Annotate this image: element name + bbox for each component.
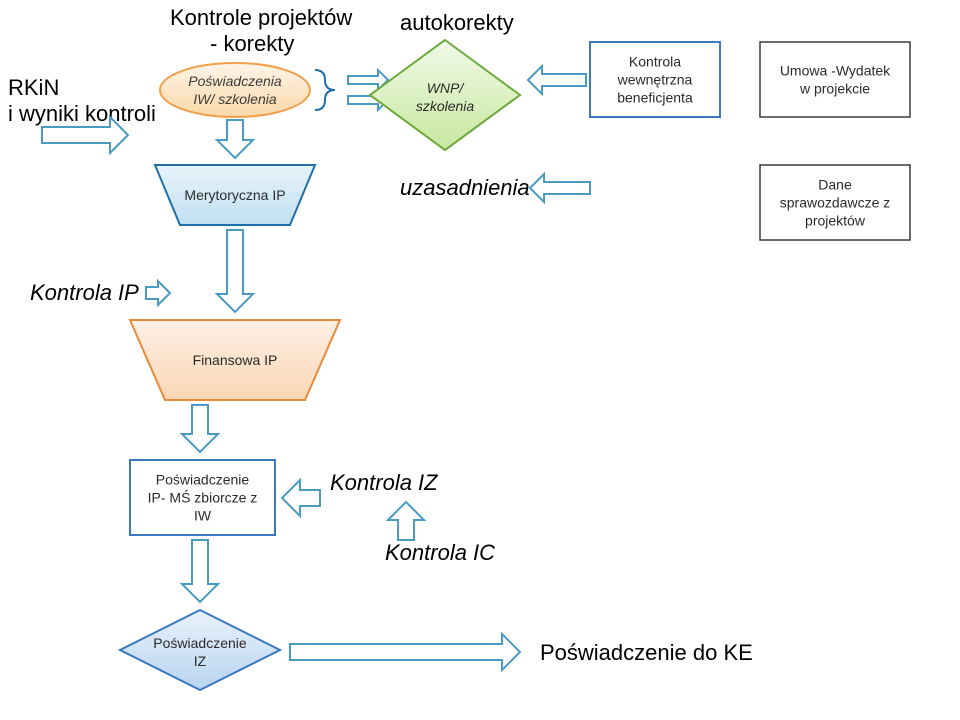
- svg-text:WNP/: WNP/: [427, 80, 466, 96]
- svg-text:uzasadnienia: uzasadnienia: [400, 175, 530, 200]
- svg-text:szkolenia: szkolenia: [416, 98, 475, 114]
- svg-text:Kontrola IC: Kontrola IC: [385, 540, 495, 565]
- svg-text:IW: IW: [194, 508, 212, 524]
- svg-text:Kontrole projektów: Kontrole projektów: [170, 5, 352, 30]
- arrow-meryt-down: [217, 230, 253, 312]
- arrow-fin-down: [182, 405, 218, 452]
- svg-text:Dane: Dane: [818, 177, 852, 193]
- svg-text:i wyniki kontroli: i wyniki kontroli: [8, 101, 156, 126]
- svg-text:Umowa -Wydatek: Umowa -Wydatek: [780, 63, 891, 79]
- svg-text:beneficjenta: beneficjenta: [617, 90, 693, 106]
- svg-text:Kontrola: Kontrola: [629, 54, 681, 70]
- svg-text:Poświadczenie: Poświadczenie: [153, 635, 247, 651]
- arrow-ben-left: [528, 66, 586, 94]
- svg-text:Poświadczenia: Poświadczenia: [188, 73, 282, 89]
- svg-text:Kontrola IP: Kontrola IP: [30, 280, 139, 305]
- svg-text:wewnętrzna: wewnętrzna: [617, 72, 693, 88]
- arrow-iz-left: [282, 480, 320, 516]
- arrow-uzasad-left: [530, 174, 590, 202]
- svg-text:IW/ szkolenia: IW/ szkolenia: [193, 91, 276, 107]
- svg-text:w projekcie: w projekcie: [799, 81, 870, 97]
- svg-text:Merytoryczna IP: Merytoryczna IP: [184, 187, 285, 203]
- arrow-kontrolaIP-right: [146, 281, 170, 305]
- svg-text:sprawozdawcze z: sprawozdawcze z: [780, 195, 891, 211]
- svg-text:autokorekty: autokorekty: [400, 10, 514, 35]
- svg-text:IP- MŚ zbiorcze z: IP- MŚ zbiorcze z: [148, 489, 258, 506]
- svg-text:- korekty: - korekty: [210, 31, 294, 56]
- svg-text:Poświadczenie: Poświadczenie: [156, 472, 250, 488]
- arrow-posw-down: [182, 540, 218, 602]
- svg-text:Kontrola IZ: Kontrola IZ: [330, 470, 439, 495]
- svg-text:Poświadczenie do KE: Poświadczenie do KE: [540, 640, 753, 665]
- arrow-ke-right: [290, 634, 520, 670]
- bracket: [315, 70, 335, 110]
- box-umowa: [760, 42, 910, 117]
- oval-poswiadczenia: [160, 63, 310, 117]
- arrow-ic-down: [388, 502, 424, 540]
- svg-text:Finansowa IP: Finansowa IP: [193, 352, 278, 368]
- svg-text:projektów: projektów: [805, 213, 866, 229]
- arrow-oval-down: [217, 120, 253, 158]
- svg-text:IZ: IZ: [194, 653, 207, 669]
- svg-text:RKiN: RKiN: [8, 75, 59, 100]
